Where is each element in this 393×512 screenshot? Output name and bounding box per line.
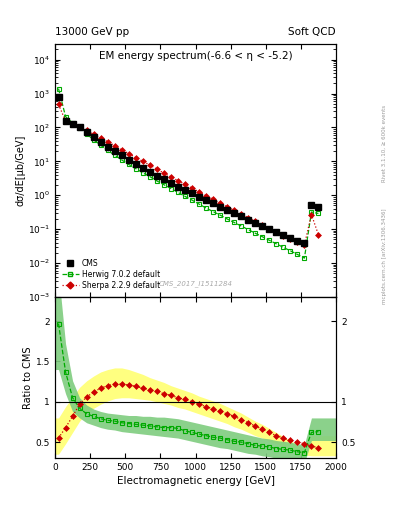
Text: CMS_2017_I1511284: CMS_2017_I1511284 — [158, 280, 233, 287]
Text: EM energy spectrum(-6.6 < η < -5.2): EM energy spectrum(-6.6 < η < -5.2) — [99, 51, 292, 61]
Y-axis label: dσ/dE[μb/GeV]: dσ/dE[μb/GeV] — [15, 135, 25, 206]
Text: Rivet 3.1.10, ≥ 600k events: Rivet 3.1.10, ≥ 600k events — [382, 105, 387, 182]
Y-axis label: Ratio to CMS: Ratio to CMS — [23, 346, 33, 409]
X-axis label: Electromagnetic energy [GeV]: Electromagnetic energy [GeV] — [116, 476, 275, 486]
Legend: CMS, Herwig 7.0.2 default, Sherpa 2.2.9 default: CMS, Herwig 7.0.2 default, Sherpa 2.2.9 … — [59, 255, 163, 293]
Text: Soft QCD: Soft QCD — [288, 27, 336, 37]
Text: 13000 GeV pp: 13000 GeV pp — [55, 27, 129, 37]
Text: mcplots.cern.ch [arXiv:1306.3436]: mcplots.cern.ch [arXiv:1306.3436] — [382, 208, 387, 304]
